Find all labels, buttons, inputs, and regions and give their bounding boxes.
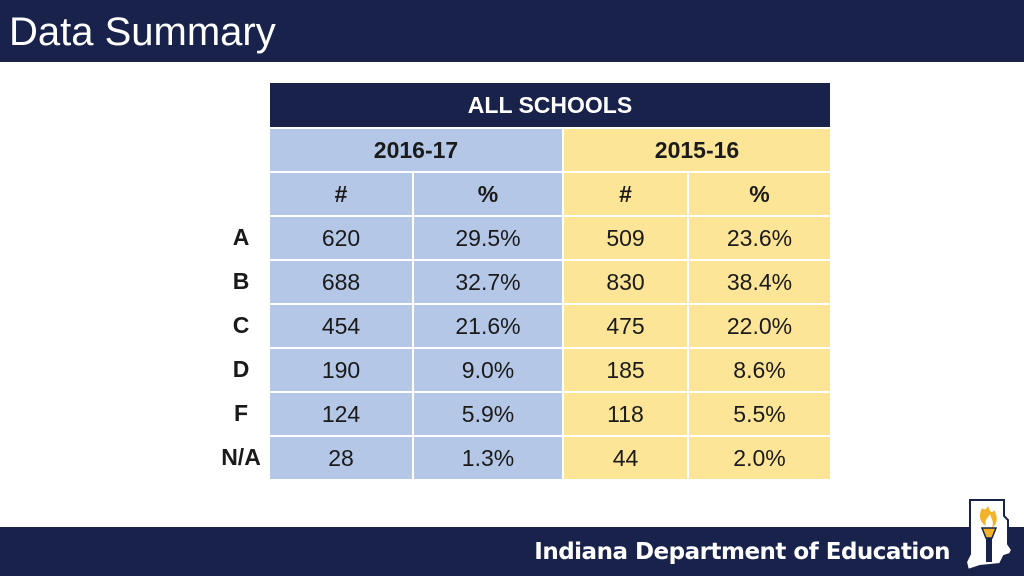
table-cell: 22.0% xyxy=(687,303,830,347)
table-header-row: ALL SCHOOLS xyxy=(212,83,830,127)
table-cell: 509 xyxy=(562,215,687,259)
table-cell: 830 xyxy=(562,259,687,303)
table-row: D 190 9.0% 185 8.6% xyxy=(212,347,830,391)
table-cell: 5.5% xyxy=(687,391,830,435)
table-cell: 1.3% xyxy=(412,435,562,479)
table-cell: 454 xyxy=(270,303,412,347)
corner-cell xyxy=(212,83,270,127)
table-cell: 8.6% xyxy=(687,347,830,391)
table-row: N/A 28 1.3% 44 2.0% xyxy=(212,435,830,479)
table-row: B 688 32.7% 830 38.4% xyxy=(212,259,830,303)
grade-summary-table: ALL SCHOOLS 2016-17 2015-16 # % # % A 62… xyxy=(212,83,830,479)
table-cell: 5.9% xyxy=(412,391,562,435)
table-cell: 185 xyxy=(562,347,687,391)
table-cell: 44 xyxy=(562,435,687,479)
table-cell: 9.0% xyxy=(412,347,562,391)
corner-cell xyxy=(212,171,270,215)
year-header-row: 2016-17 2015-16 xyxy=(212,127,830,171)
row-label: D xyxy=(212,347,270,391)
table-cell: 32.7% xyxy=(412,259,562,303)
table-cell: 21.6% xyxy=(412,303,562,347)
table-cell: 28 xyxy=(270,435,412,479)
slide-title: Data Summary xyxy=(9,10,276,54)
indiana-torch-icon xyxy=(960,498,1016,572)
row-label: C xyxy=(212,303,270,347)
table-cell: 124 xyxy=(270,391,412,435)
row-label: N/A xyxy=(212,435,270,479)
subheader-percent: % xyxy=(687,171,830,215)
row-label: B xyxy=(212,259,270,303)
table-cell: 620 xyxy=(270,215,412,259)
title-bar: Data Summary xyxy=(0,0,1024,62)
footer-bar: Indiana Department of Education xyxy=(0,527,1024,576)
table-cell: 475 xyxy=(562,303,687,347)
organization-name: Indiana Department of Education xyxy=(534,539,950,565)
table-row: F 124 5.9% 118 5.5% xyxy=(212,391,830,435)
table-header-all-schools: ALL SCHOOLS xyxy=(270,83,830,127)
table-cell: 29.5% xyxy=(412,215,562,259)
table-row: A 620 29.5% 509 23.6% xyxy=(212,215,830,259)
subheader-percent: % xyxy=(412,171,562,215)
column-subheader-row: # % # % xyxy=(212,171,830,215)
corner-cell xyxy=(212,127,270,171)
subheader-count: # xyxy=(270,171,412,215)
table-row: C 454 21.6% 475 22.0% xyxy=(212,303,830,347)
table-cell: 118 xyxy=(562,391,687,435)
year-header-2015-16: 2015-16 xyxy=(562,127,830,171)
table-cell: 2.0% xyxy=(687,435,830,479)
year-header-2016-17: 2016-17 xyxy=(270,127,562,171)
row-label: A xyxy=(212,215,270,259)
data-table-container: ALL SCHOOLS 2016-17 2015-16 # % # % A 62… xyxy=(212,83,830,479)
row-label: F xyxy=(212,391,270,435)
table-cell: 688 xyxy=(270,259,412,303)
table-cell: 190 xyxy=(270,347,412,391)
table-cell: 38.4% xyxy=(687,259,830,303)
table-cell: 23.6% xyxy=(687,215,830,259)
subheader-count: # xyxy=(562,171,687,215)
